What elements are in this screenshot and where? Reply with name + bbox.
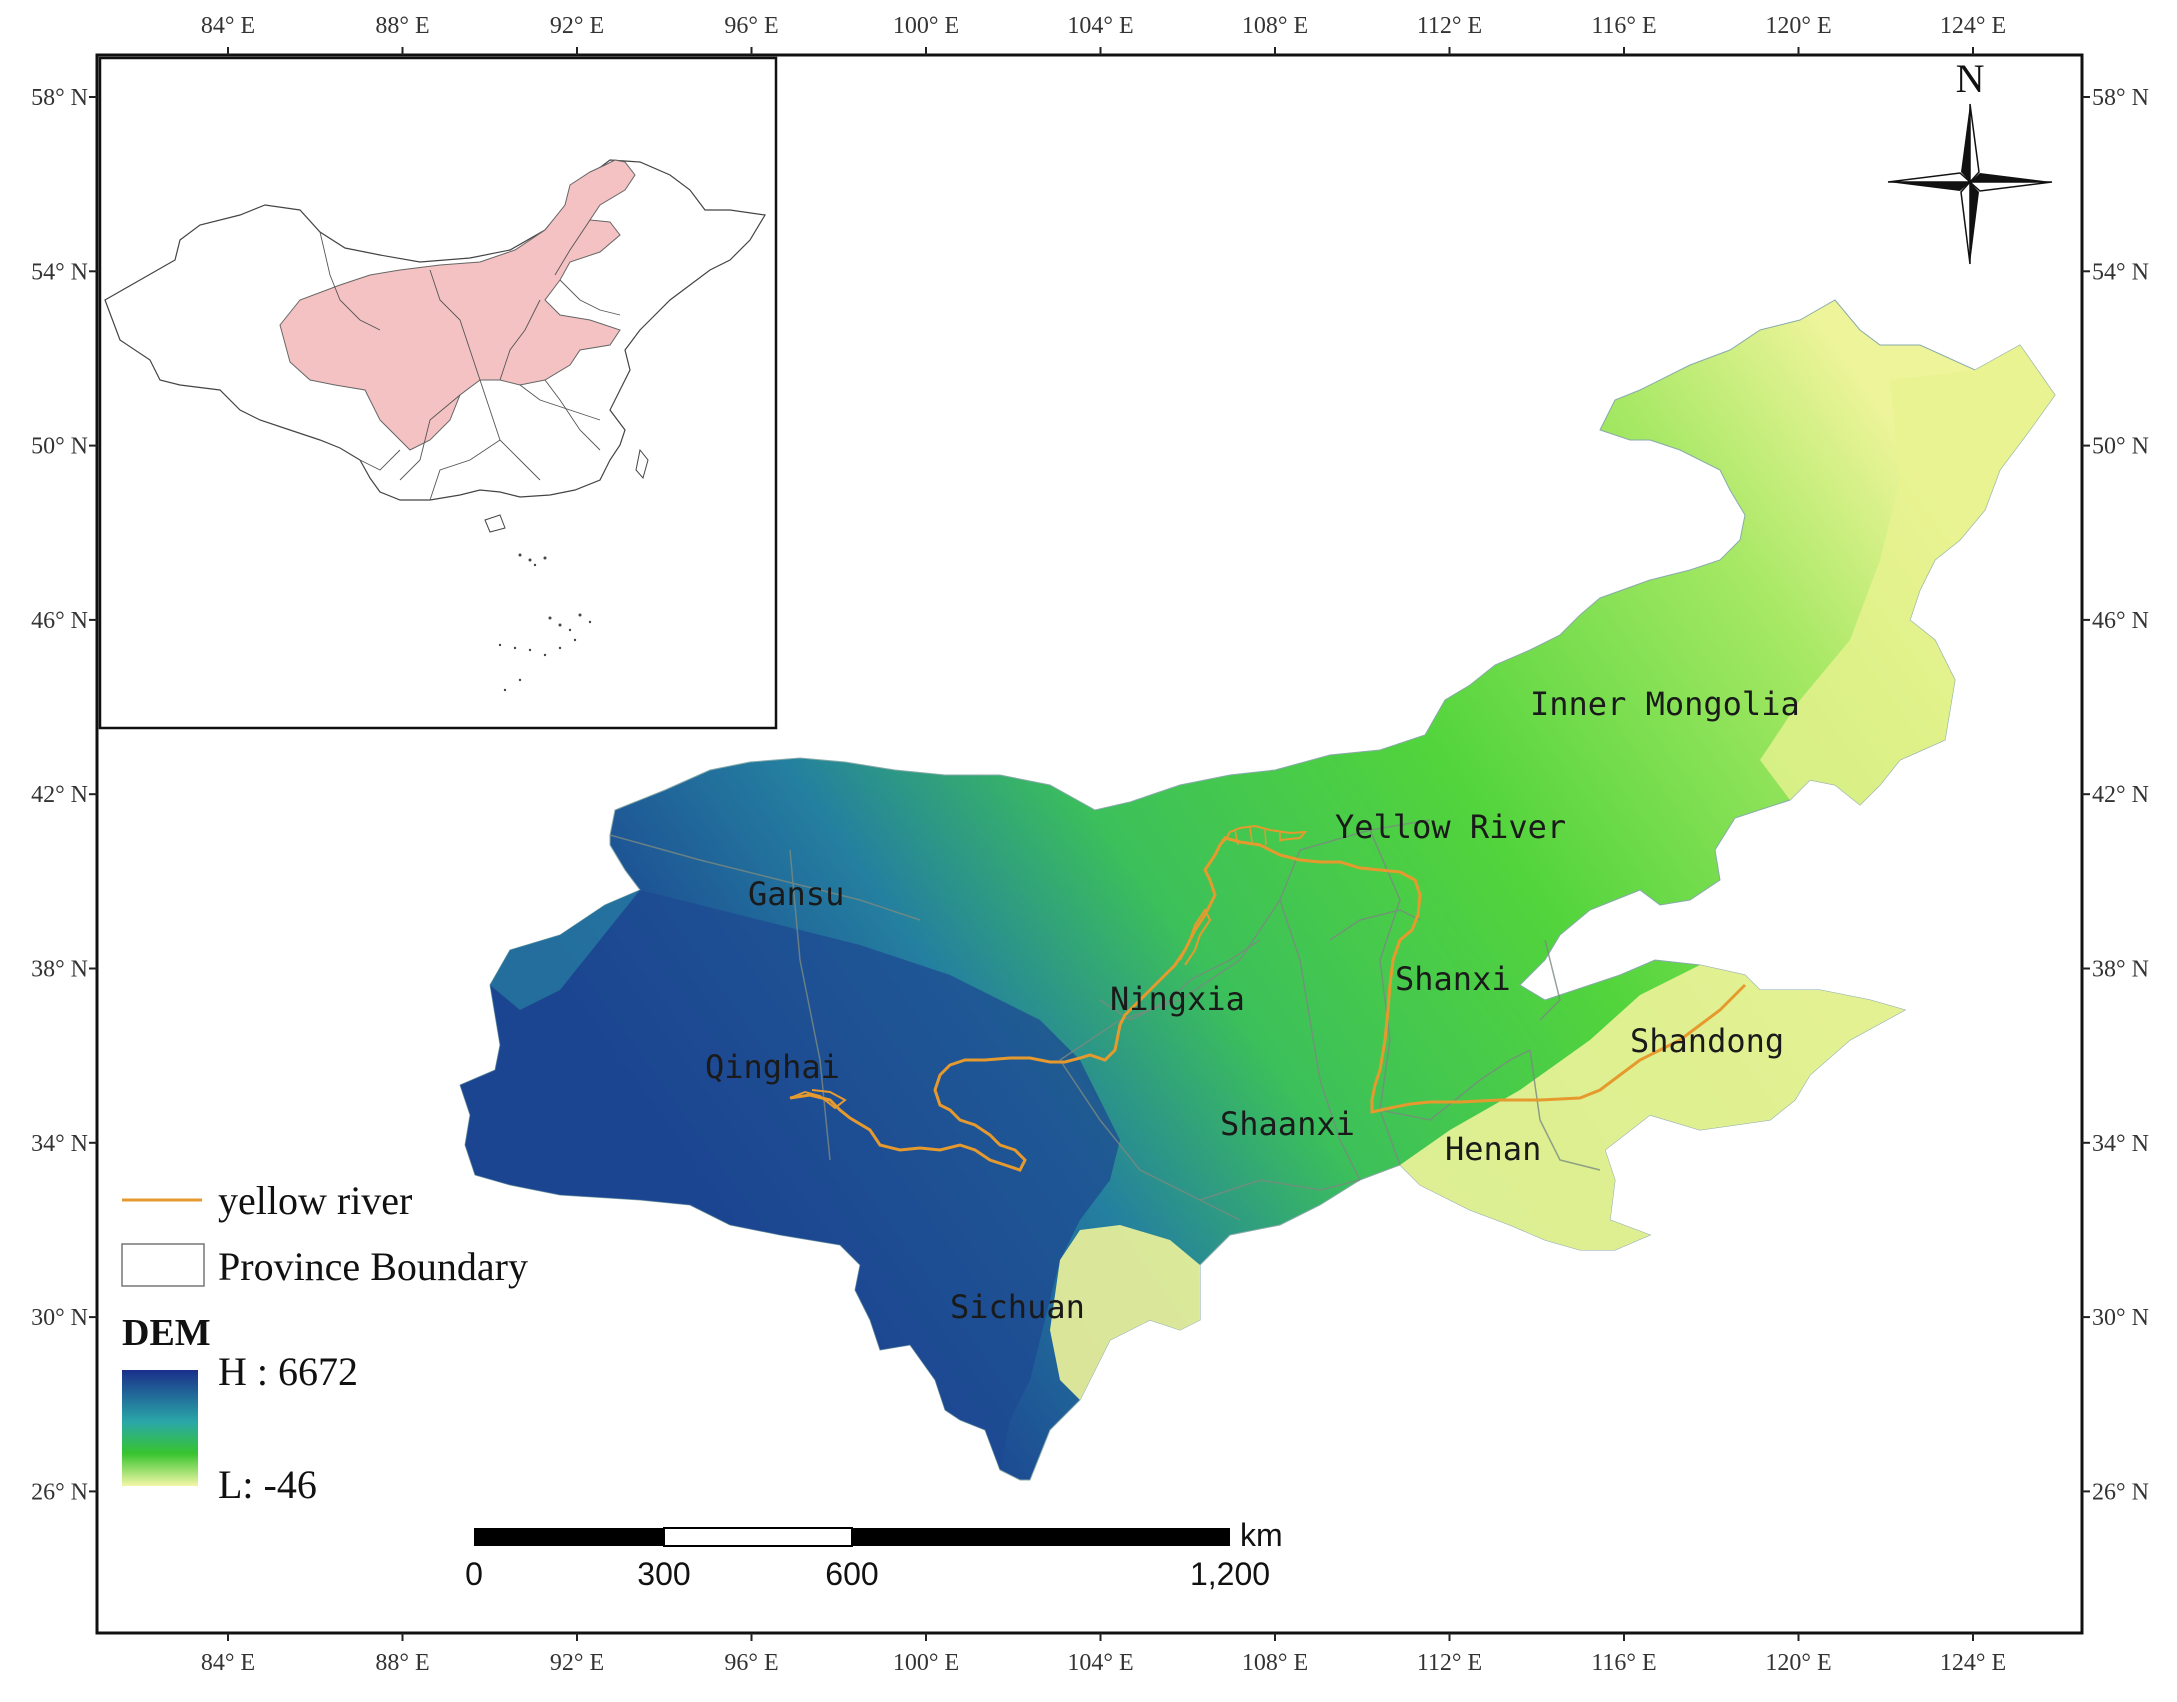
north-label: N [1956,56,1985,101]
lat-label-right: 58° N [2092,85,2149,111]
dem-lowland-sichuan [1050,1225,1200,1400]
lon-label-top: 88° E [375,13,429,39]
inset-taiwan [635,448,649,480]
scale-seg-2 [663,1527,853,1547]
scale-label-0: 0 [465,1556,483,1592]
label-shanxi: Shanxi [1395,960,1511,998]
longitude-labels-top: 84° E 88° E 92° E 96° E 100° E 104° E 108° E 11… [201,13,2006,39]
label-ningxia: Ningxia [1110,980,1245,1018]
latitude-labels-left: 58° N 54° N 50° N 46° N 42° N 38° N 34° N 30° N… [31,85,88,1505]
legend-dem-ramp [122,1370,198,1486]
lat-label-left: 38° N [31,957,88,983]
label-gansu: Gansu [748,875,844,913]
inset-province-lines [319,219,621,501]
label-yellow-river: Yellow River [1335,808,1566,846]
yellow-river [789,824,1747,1172]
lon-label-bottom: 84° E [201,1650,255,1676]
lon-label-top: 92° E [550,13,604,39]
label-qinghai: Qinghai [705,1048,840,1086]
lon-label-top: 100° E [893,13,959,39]
inset-yellow-river-basin [279,159,636,451]
lon-label-bottom: 108° E [1242,1650,1308,1676]
legend-river-label: yellow river [218,1178,412,1223]
lat-label-right: 26° N [2092,1479,2149,1505]
dem-plateau [460,890,1120,1470]
lat-label-right: 50° N [2092,434,2149,460]
label-henan: Henan [1445,1130,1541,1168]
lon-label-bottom: 100° E [893,1650,959,1676]
lat-label-left: 34° N [31,1131,88,1157]
lon-label-bottom: 112° E [1417,1650,1482,1676]
lon-label-top: 84° E [201,13,255,39]
scale-unit: km [1240,1517,1283,1553]
lon-label-bottom: 92° E [550,1650,604,1676]
label-shandong: Shandong [1630,1022,1784,1060]
lat-label-left: 42° N [31,782,88,808]
lat-label-left: 30° N [31,1305,88,1331]
scale-seg-1 [474,1528,664,1546]
scale-bar: km 0 300 600 1,200 [465,1517,1283,1592]
label-sichuan: Sichuan [950,1288,1085,1326]
latitude-labels-right: 58° N 54° N 50° N 46° N 42° N 38° N 34° N 30° N… [2092,85,2149,1505]
scale-label-300: 300 [637,1556,690,1592]
scale-label-600: 600 [825,1556,878,1592]
lon-label-top: 116° E [1591,13,1656,39]
lat-label-right: 42° N [2092,782,2149,808]
lat-label-left: 58° N [31,85,88,111]
north-arrow: N [1887,56,2053,265]
dem-lowland-east [1400,965,1905,1250]
lon-label-top: 120° E [1765,13,1831,39]
lon-label-bottom: 116° E [1591,1650,1656,1676]
legend-boundary-swatch [121,1243,205,1287]
label-inner-mongolia: Inner Mongolia [1530,685,1800,723]
longitude-labels-bottom: 84° E 88° E 92° E 96° E 100° E 104° E 108° E 11… [201,1650,2006,1676]
lon-label-bottom: 120° E [1765,1650,1831,1676]
lon-label-top: 108° E [1242,13,1308,39]
study-area-dem [459,299,2056,1481]
lat-label-right: 34° N [2092,1131,2149,1157]
lon-label-top: 112° E [1417,13,1482,39]
lon-label-bottom: 104° E [1067,1650,1133,1676]
lon-label-bottom: 88° E [375,1650,429,1676]
lat-label-right: 46° N [2092,608,2149,634]
lon-label-bottom: 96° E [724,1650,778,1676]
region-labels: Inner Mongolia Yellow River Gansu Shanxi… [705,685,1800,1326]
scale-label-1200: 1,200 [1190,1556,1270,1592]
inset-islands [498,553,592,692]
legend-dem-title: DEM [122,1312,211,1354]
legend: yellow river Province Boundary DEM H : 6… [121,1178,528,1507]
dem-lowland-ne [1760,345,2055,805]
graticule-ticks [89,47,2090,1641]
label-shaanxi: Shaanxi [1220,1105,1355,1143]
legend-dem-high: H : 6672 [218,1349,358,1394]
dem-plateau-edge [490,890,640,1010]
lat-label-right: 38° N [2092,957,2149,983]
lat-label-right: 54° N [2092,259,2149,285]
lon-label-top: 96° E [724,13,778,39]
lon-label-top: 124° E [1940,13,2006,39]
legend-dem-low: L: -46 [218,1462,317,1507]
lat-label-left: 26° N [31,1479,88,1505]
lat-label-right: 30° N [2092,1305,2149,1331]
lon-label-bottom: 124° E [1940,1650,2006,1676]
inset-hainan [484,514,506,533]
lat-label-left: 54° N [31,259,88,285]
lon-label-top: 104° E [1067,13,1133,39]
inset-map [98,56,778,730]
lat-label-left: 50° N [31,434,88,460]
scale-seg-3 [852,1528,1230,1546]
legend-boundary-label: Province Boundary [218,1244,528,1289]
lat-label-left: 46° N [31,608,88,634]
